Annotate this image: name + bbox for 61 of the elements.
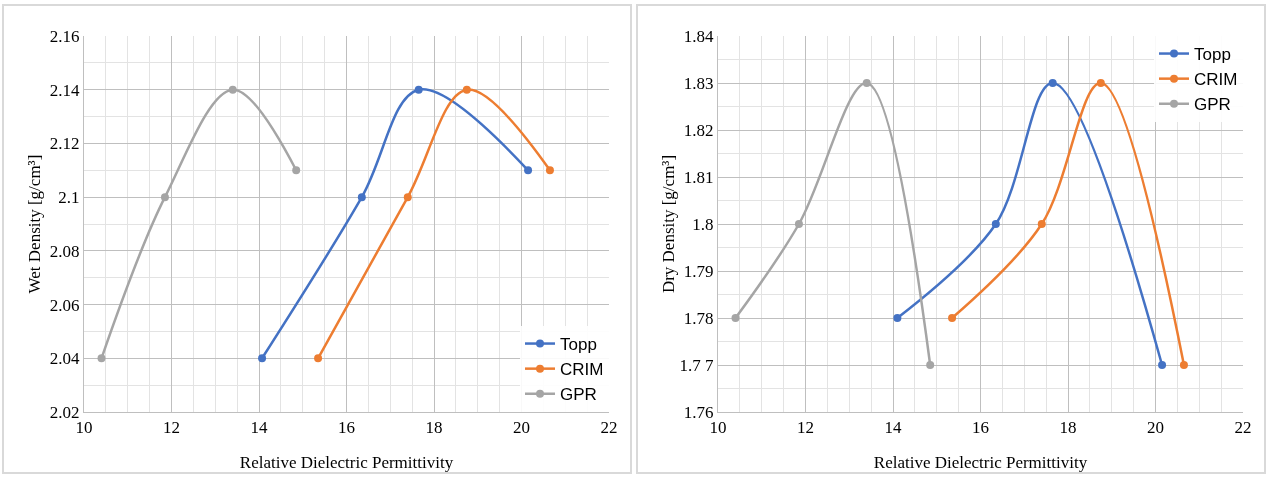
y-tick-label: 2.14 bbox=[49, 80, 81, 100]
x-tick-label: 16 bbox=[338, 418, 355, 438]
point bbox=[160, 193, 169, 202]
x-tick-label: 16 bbox=[972, 418, 989, 438]
y-tick-label: 2.1 bbox=[58, 188, 80, 208]
point bbox=[991, 220, 1000, 228]
point bbox=[731, 314, 740, 322]
point bbox=[926, 361, 935, 369]
legend-label: GPR bbox=[1194, 95, 1231, 115]
point bbox=[292, 166, 301, 175]
x-tick-label: 14 bbox=[250, 418, 268, 438]
point bbox=[948, 314, 957, 322]
y-tick-label: 2.08 bbox=[49, 241, 80, 261]
y-tick-label: 1.84 bbox=[683, 26, 715, 46]
y-tick-label: 1.79 bbox=[683, 261, 714, 281]
point bbox=[1158, 361, 1167, 369]
point bbox=[97, 354, 106, 363]
y-tick-label: 1.78 bbox=[683, 308, 714, 328]
point bbox=[545, 166, 554, 175]
y-tick-label: 1.8 bbox=[692, 214, 714, 234]
y-tick-label: 1.83 bbox=[683, 73, 714, 93]
y-tick-label: 2.04 bbox=[49, 349, 81, 369]
point bbox=[1048, 79, 1057, 87]
y-axis-title: Wet Density [g/cm³] bbox=[25, 154, 44, 294]
point bbox=[403, 193, 412, 202]
point bbox=[1179, 361, 1188, 369]
legend-label: Topp bbox=[560, 335, 597, 355]
x-tick-label: 12 bbox=[163, 418, 180, 438]
x-tick-label: 20 bbox=[513, 418, 530, 438]
x-tick-label: 22 bbox=[1234, 418, 1252, 438]
point bbox=[228, 85, 237, 94]
y-axis-title: Dry Density [g/cm³] bbox=[659, 154, 678, 294]
point bbox=[1037, 220, 1046, 228]
x-axis-title: Relative Dielectric Permittivity bbox=[239, 453, 454, 472]
y-tick-label: 1.82 bbox=[683, 120, 714, 140]
legend-label: CRIM bbox=[1194, 70, 1238, 90]
point bbox=[524, 166, 533, 175]
x-tick-label: 22 bbox=[600, 418, 618, 438]
point bbox=[794, 220, 803, 228]
point bbox=[1096, 79, 1105, 87]
y-tick-label: 2.16 bbox=[49, 26, 80, 46]
y-tick-label: 1.7 7 bbox=[679, 355, 715, 375]
y-tick-label: 2.06 bbox=[49, 295, 80, 315]
legend-label: CRIM bbox=[560, 360, 604, 380]
y-tick-label: 2.12 bbox=[49, 134, 80, 154]
point bbox=[258, 354, 267, 363]
x-tick-label: 18 bbox=[425, 418, 443, 438]
x-tick-label: 20 bbox=[1147, 418, 1164, 438]
legend-label: GPR bbox=[560, 385, 597, 405]
point bbox=[893, 314, 902, 322]
legend-label: Topp bbox=[1194, 45, 1231, 65]
point bbox=[462, 85, 471, 94]
x-tick-label: 14 bbox=[884, 418, 902, 438]
x-tick-label: 18 bbox=[1059, 418, 1077, 438]
point bbox=[357, 193, 366, 202]
point bbox=[414, 85, 423, 94]
point bbox=[314, 354, 323, 363]
y-tick-label: 1.81 bbox=[683, 167, 714, 187]
x-axis-title: Relative Dielectric Permittivity bbox=[873, 453, 1088, 472]
x-tick-label: 12 bbox=[797, 418, 814, 438]
point bbox=[862, 79, 871, 87]
